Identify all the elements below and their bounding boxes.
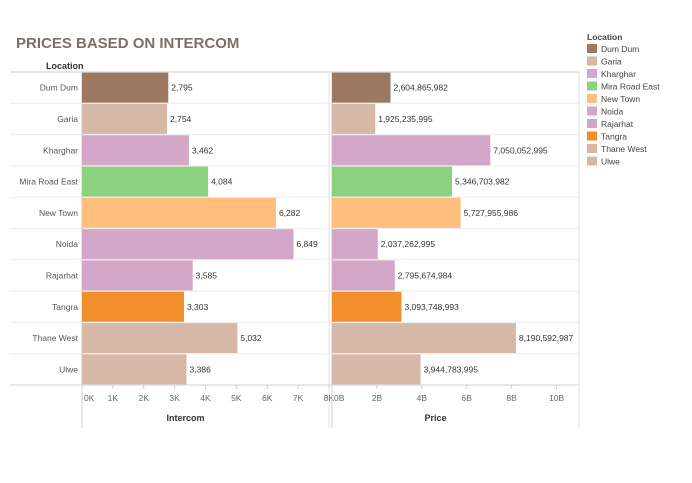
price-value-label: 3,944,783,995 (424, 364, 479, 374)
intercom-tick-label: 8K (324, 393, 335, 403)
intercom-bar (82, 260, 193, 291)
legend-entry: New Town (601, 94, 640, 104)
category-label: Dum Dum (40, 83, 78, 93)
price-bar (332, 103, 376, 134)
intercom-value-label: 6,282 (279, 208, 301, 218)
price-value-label: 8,190,592,987 (519, 333, 574, 343)
price-value-label: 3,093,748,993 (404, 302, 459, 312)
intercom-value-label: 2,754 (170, 114, 192, 124)
chart-title: PRICES BASED ON INTERCOM (16, 35, 239, 52)
legend-entry: Noida (601, 107, 623, 117)
legend-swatch (587, 131, 597, 141)
price-bar (332, 166, 453, 197)
price-bar (332, 135, 491, 166)
price-bar (332, 260, 395, 291)
intercom-tick-label: 6K (262, 393, 273, 403)
intercom-tick-label: 7K (293, 393, 304, 403)
intercom-value-label: 4,084 (211, 177, 233, 187)
legend-entry: Kharghar (601, 69, 636, 79)
price-bar (332, 323, 516, 354)
price-bar (332, 197, 461, 228)
price-tick-label: 10B (549, 393, 564, 403)
price-axis-title: Price (424, 413, 446, 423)
legend-swatch (587, 156, 597, 166)
legend-entry: Tangra (601, 132, 627, 142)
legend-swatch (587, 56, 597, 66)
category-label: New Town (39, 208, 78, 218)
intercom-bar (82, 197, 276, 228)
intercom-tick-label: 0K (84, 393, 95, 403)
category-label: Noida (56, 239, 78, 249)
category-label: Tangra (52, 302, 78, 312)
intercom-bar (82, 166, 209, 197)
category-label: Ulwe (59, 364, 78, 374)
price-tick-label: 8B (506, 393, 517, 403)
price-value-label: 7,050,052,995 (493, 145, 548, 155)
intercom-value-label: 5,032 (240, 333, 262, 343)
price-value-label: 2,795,674,984 (398, 270, 453, 280)
legend-entry: Mira Road East (601, 82, 660, 92)
category-label: Garia (57, 114, 78, 124)
legend-swatch (587, 144, 597, 153)
price-tick-label: 4B (417, 393, 428, 403)
intercom-bar (82, 135, 189, 166)
legend-swatch (587, 94, 597, 103)
row-header: Location (46, 61, 84, 71)
intercom-value-label: 3,462 (192, 145, 214, 155)
intercom-tick-label: 4K (200, 393, 211, 403)
price-tick-label: 0B (334, 393, 345, 403)
intercom-value-label: 3,303 (187, 302, 209, 312)
intercom-value-label: 6,849 (296, 239, 318, 249)
legend-entry: Garia (601, 57, 622, 67)
legend-entry: Thane West (601, 144, 647, 154)
intercom-tick-label: 1K (108, 393, 119, 403)
category-label: Thane West (32, 333, 78, 343)
legend-swatch (587, 106, 597, 116)
legend-swatch (587, 44, 597, 53)
legend-entry: Rajarhat (601, 119, 634, 129)
price-bar (332, 72, 391, 103)
intercom-value-label: 2,795 (171, 83, 193, 93)
price-value-label: 2,604,865,982 (393, 83, 448, 93)
price-value-label: 5,727,955,986 (464, 208, 519, 218)
price-tick-label: 2B (372, 393, 383, 403)
legend-swatch (587, 69, 597, 78)
intercom-value-label: 3,386 (190, 364, 212, 374)
legend-title: Location (587, 32, 622, 42)
price-bar (332, 291, 402, 322)
intercom-tick-label: 3K (169, 393, 180, 403)
price-bar (332, 229, 378, 260)
price-tick-label: 6B (462, 393, 473, 403)
legend-swatch (587, 81, 597, 91)
price-value-label: 2,037,262,995 (381, 239, 436, 249)
intercom-bar (82, 103, 168, 134)
intercom-tick-label: 5K (231, 393, 242, 403)
legend-swatch (587, 119, 597, 128)
intercom-value-label: 3,585 (196, 270, 218, 280)
price-value-label: 1,925,235,995 (378, 114, 433, 124)
intercom-bar (82, 229, 294, 260)
category-label: Mira Road East (19, 177, 78, 187)
legend-entry: Ulwe (601, 157, 620, 167)
legend-entry: Dum Dum (601, 44, 639, 54)
intercom-bar (82, 354, 187, 385)
category-label: Kharghar (43, 145, 78, 155)
intercom-bar (82, 291, 184, 322)
intercom-tick-label: 2K (139, 393, 150, 403)
intercom-bar (82, 323, 238, 354)
price-value-label: 5,346,703,982 (455, 177, 510, 187)
intercom-axis-title: Intercom (166, 413, 204, 423)
price-bar (332, 354, 421, 385)
category-label: Rajarhat (46, 270, 79, 280)
intercom-bar (82, 72, 169, 103)
